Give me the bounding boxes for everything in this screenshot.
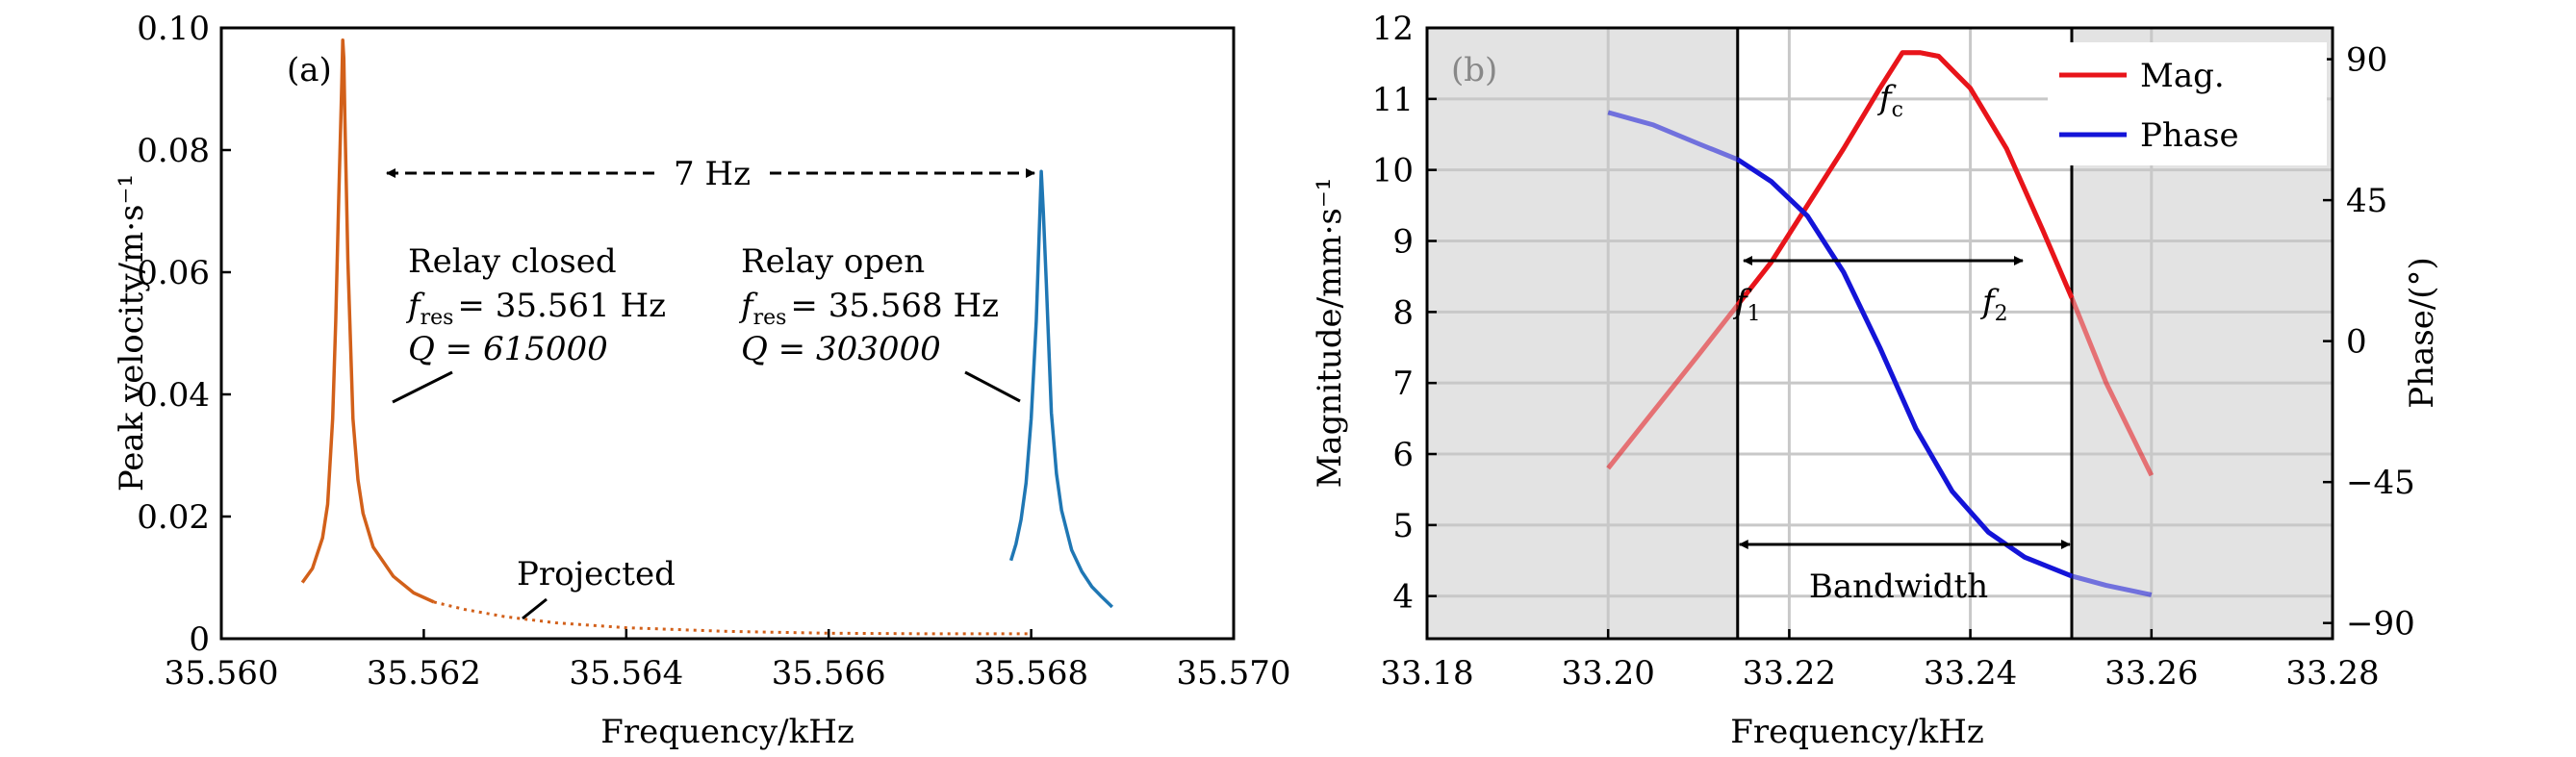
y-tick-label: 12 <box>1372 10 1414 48</box>
x-tick-label: 33.26 <box>2104 654 2198 693</box>
relay-closed-q: Q = 615000 <box>408 330 608 368</box>
projected-label: Projected <box>517 555 676 593</box>
x-tick-label: 35.566 <box>772 654 886 693</box>
relay-closed-pointer <box>392 370 453 404</box>
y-tick-label: 5 <box>1392 507 1414 545</box>
y-tick-label: 0.02 <box>137 498 210 537</box>
relay-closed-freq: fres = 35.561 Hz <box>405 287 666 330</box>
panel-b-y2-ticks: −90 −45 0 45 90 <box>2323 41 2415 643</box>
y2-tick-label: −45 <box>2346 464 2415 502</box>
bandwidth-label: Bandwidth <box>1809 568 1988 606</box>
panel-a-y-axis-label: Peak velocity/m·s⁻¹ <box>113 174 151 492</box>
x-tick-label: 35.564 <box>569 654 683 693</box>
x-tick-label: 33.28 <box>2285 654 2379 693</box>
relay-open-q: Q = 303000 <box>741 330 941 368</box>
f2-label: f2 <box>1979 283 2008 326</box>
x-tick-label: 35.562 <box>367 654 481 693</box>
y2-tick-label: 0 <box>2346 323 2367 362</box>
panel-a-label: (a) <box>287 51 332 89</box>
projected-pointer <box>522 597 548 620</box>
out-of-band-left <box>1427 28 1738 639</box>
x-tick-label: 35.570 <box>1177 654 1291 693</box>
panel-b-frame <box>1425 26 2334 641</box>
panel-a-y-ticks: 0 0.02 0.04 0.06 0.08 0.10 <box>137 10 231 659</box>
panel-a-series <box>300 38 1114 636</box>
y2-tick-label: −90 <box>2346 605 2415 643</box>
legend-label-phase: Phase <box>2140 116 2239 155</box>
y-tick-label: 4 <box>1392 578 1414 617</box>
span-label: 7 Hz <box>674 155 751 193</box>
panel-b-y-ticks: 4 5 6 7 8 9 10 11 12 <box>1372 10 1437 617</box>
y-tick-label: 8 <box>1392 293 1414 332</box>
chart-panel-b: 33.18 33.20 33.22 33.24 33.26 33.28 456789101… <box>1311 10 2441 751</box>
series-line-projected <box>433 600 1032 636</box>
panel-b-label: (b) <box>1451 51 1497 89</box>
panel-a-x-ticks: 35.560 35.562 35.564 35.566 35.568 35.570 <box>165 629 1291 693</box>
fc-label: fc <box>1876 79 1903 122</box>
y-tick-label: 0 <box>189 620 210 659</box>
x-tick-label: 33.18 <box>1380 654 1473 693</box>
relay-open-freq: fres = 35.568 Hz <box>738 287 999 330</box>
x-tick-label: 33.22 <box>1743 654 1836 693</box>
series-line-relay-closed <box>300 38 435 604</box>
x-tick-label: 33.24 <box>1924 654 2017 693</box>
panel-b-y-axis-label: Magnitude/mm·s⁻¹ <box>1311 178 1349 489</box>
y-tick-label: 10 <box>1372 152 1414 190</box>
f1-label: f1 <box>1732 283 1761 326</box>
series-line-mag <box>1735 50 2075 307</box>
y-tick-label: 6 <box>1392 436 1414 474</box>
legend-label-mag: Mag. <box>2140 57 2225 95</box>
y2-tick-label: 90 <box>2346 41 2387 80</box>
y-tick-label: 0.10 <box>137 10 210 48</box>
y-tick-label: 7 <box>1392 365 1414 403</box>
y-tick-label: 0.06 <box>137 254 210 292</box>
y-tick-label: 11 <box>1372 81 1414 119</box>
bandwidth-box <box>1736 26 2074 641</box>
chart-panel-a: 35.560 35.562 35.564 35.566 35.568 35.570 0 0.… <box>113 10 1290 751</box>
relay-open-title: Relay open <box>741 242 925 281</box>
series-line-phase <box>1736 157 2073 579</box>
y2-tick-label: 45 <box>2346 182 2387 220</box>
relay-closed-title: Relay closed <box>408 242 617 281</box>
panel-a-x-axis-label: Frequency/kHz <box>600 713 854 751</box>
x-tick-label: 33.20 <box>1562 654 1655 693</box>
y-tick-label: 9 <box>1392 223 1414 262</box>
legend-box <box>2048 42 2327 165</box>
series-line-relay-open <box>1008 169 1114 609</box>
x-tick-label: 35.568 <box>974 654 1088 693</box>
x-tick-label: 35.560 <box>165 654 279 693</box>
relay-open-pointer <box>964 370 1021 403</box>
panel-b-y2-axis-label: Phase/(°) <box>2403 257 2441 409</box>
y-tick-label: 0.04 <box>137 376 210 415</box>
y-tick-label: 0.08 <box>137 132 210 170</box>
panel-a-frame <box>219 26 1236 641</box>
panel-b-x-axis-label: Frequency/kHz <box>1730 713 1984 751</box>
legend: Mag. Phase <box>2048 42 2327 165</box>
panel-b-x-ticks: 33.18 33.20 33.22 33.24 33.26 33.28 <box>1380 629 2380 693</box>
